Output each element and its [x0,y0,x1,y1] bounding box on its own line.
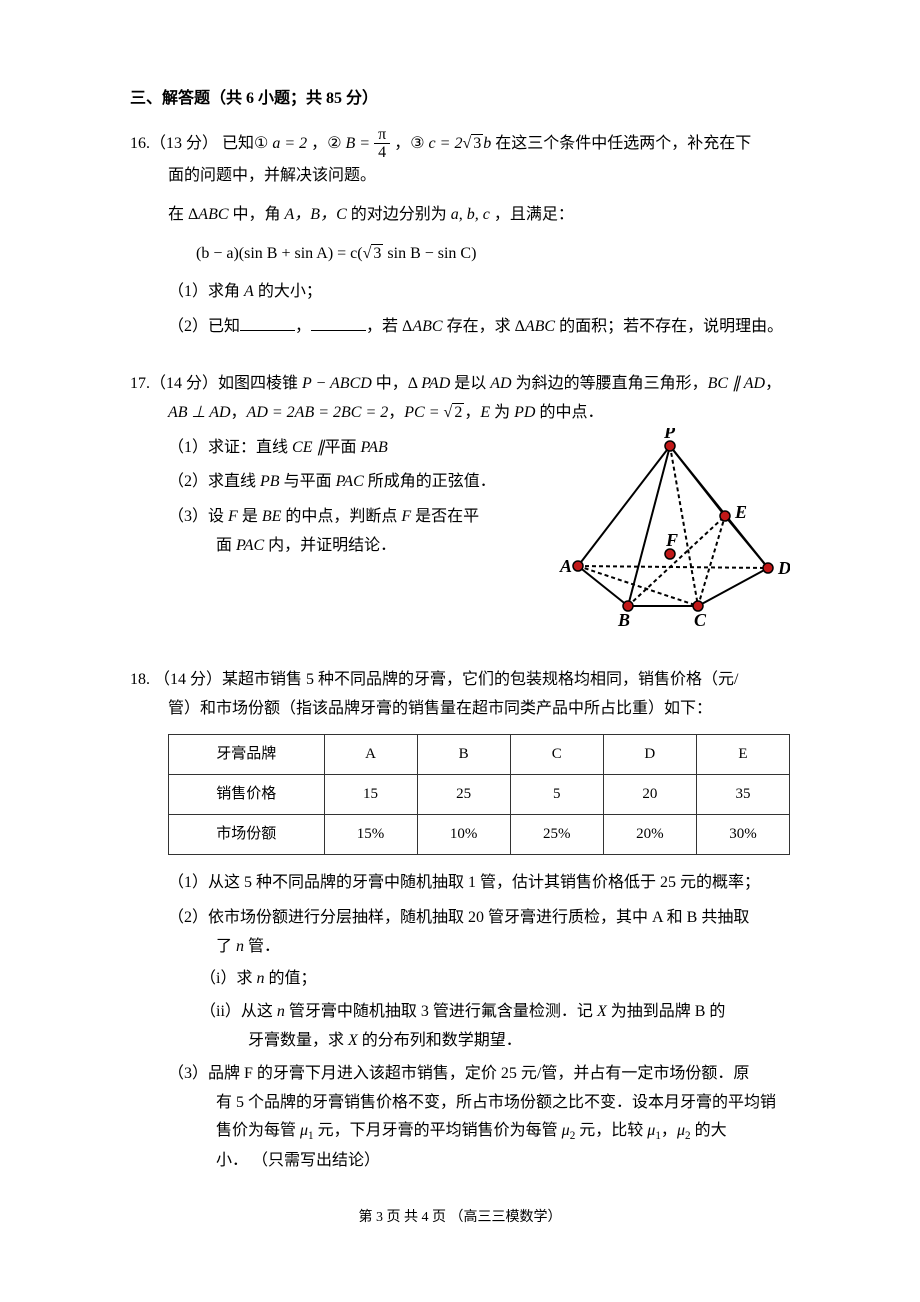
table-cell: 10% [417,814,510,854]
cond3-sqrt: 3 [462,130,483,159]
p18-number: 18. [130,671,150,688]
page-footer: 第 3 页 共 4 页 （高三三模数学） [130,1205,790,1230]
table-cell: 30% [696,814,789,854]
pc-sqrt: 2 [444,399,465,428]
p18-intro2: 管）和市场份额（指该品牌牙膏的销售量在超市同类产品中所占比重）如下： [168,695,790,724]
table-cell: 25% [510,814,603,854]
table-header: E [696,734,789,774]
p17-line2: AB ⊥ AD，AD = 2AB = 2BC = 2，PC = 2，E 为 PD… [168,399,790,428]
p18-q3-l2: 有 5 个品牌的牙膏销售价格不变，所占市场份额之比不变．设本月牙膏的平均销 [216,1089,790,1118]
p18-intro: 18. （14 分）某超市销售 5 种不同品牌的牙膏，它们的包装规格均相同，销售… [130,666,790,695]
p16-number: 16. [130,135,150,152]
cond3-label: ③ [410,135,424,152]
eq-sqrt: 3 [363,240,384,269]
cond2-lhs: B = [346,135,371,152]
blank-2 [311,315,366,331]
p16-equation: (b − a)(sin B + sin A) = c(3 sin B − sin… [196,240,790,269]
cond1-label: ① [254,135,268,152]
p18-points: （14 分） [154,671,222,688]
svg-text:P: P [663,428,676,442]
p18-q2ii: （ii）从这 n 管牙膏中随机抽取 3 管进行氟含量检测．记 X 为抽到品牌 B… [200,998,790,1027]
table-cell: 15% [324,814,417,854]
svg-text:C: C [694,610,707,628]
p16-q1: （1）求角 A 的大小； [168,278,790,307]
p16-points: （13 分） [150,135,218,152]
problem-17: 17.（14 分）如图四棱锥 P − ABCD 中，Δ PAD 是以 AD 为斜… [130,370,790,638]
p18-q3-l3: 售价为每管 μ1 元，下月牙膏的平均销售价为每管 μ2 元，比较 μ1，μ2 的… [216,1117,790,1146]
table-cell: 35 [696,774,789,814]
p17-q3-cont: 面 PAC 内，并证明结论． [216,532,540,561]
p18-q1: （1）从这 5 种不同品牌的牙膏中随机抽取 1 管，估计其销售价格低于 25 元… [168,869,790,898]
svg-text:A: A [559,556,572,576]
cond2-label: ② [327,135,341,152]
cond2-frac: π4 [374,126,390,162]
p17-q2: （2）求直线 PB 与平面 PAC 所成角的正弦值． [168,468,540,497]
p16-q2: （2）已知，，若 ΔABC 存在，求 ΔABC 的面积；若不存在，说明理由。 [168,313,790,342]
svg-text:B: B [617,610,630,628]
p16-intro-suffix: 在这三个条件中任选两个，补充在下 [491,135,751,152]
table-header: C [510,734,603,774]
table-header: B [417,734,510,774]
p18-q3: （3）品牌 F 的牙膏下月进入该超市销售，定价 25 元/管，并占有一定市场份额… [168,1060,790,1089]
table-header: 牙膏品牌 [169,734,325,774]
table-header: D [603,734,696,774]
toothpaste-table: 牙膏品牌ABCDE 销售价格152552035 市场份额15%10%25%20%30… [168,734,790,855]
blank-1 [240,315,295,331]
table-cell: 20% [603,814,696,854]
section-title: 三、解答题（共 6 小题；共 85 分） [130,85,790,114]
problem-18: 18. （14 分）某超市销售 5 种不同品牌的牙膏，它们的包装规格均相同，销售… [130,666,790,1175]
p18-q2-line2: 了 n 管． [216,933,790,962]
table-cell: 25 [417,774,510,814]
p18-q2ii-line2: 牙膏数量，求 X 的分布列和数学期望． [248,1027,790,1056]
cond1-eq: a = 2 [272,135,307,152]
cond3-lhs: c = 2 [429,135,463,152]
p16-triangle-line: 在 ΔABC 中，角 A，B，C 的对边分别为 a, b, c ，且满足： [168,201,790,230]
p18-q3-l4: 小． （只需写出结论） [216,1147,790,1176]
p17-number: 17. [130,375,150,392]
pyramid-diagram: P A B C D E F [550,428,790,639]
p16-intro: 16.（13 分） 已知① a = 2 ，② B = π4 ，③ c = 23b… [130,126,790,162]
p18-q2i: （i）求 n 的值； [200,965,790,994]
svg-text:E: E [734,502,747,522]
table-cell: 15 [324,774,417,814]
table-cell: 5 [510,774,603,814]
p17-intro: 17.（14 分）如图四棱锥 P − ABCD 中，Δ PAD 是以 AD 为斜… [130,370,790,399]
table-header: A [324,734,417,774]
p18-q2: （2）依市场份额进行分层抽样，随机抽取 20 管牙膏进行质检，其中 A 和 B … [168,904,790,933]
p16-intro-prefix: 已知 [218,135,254,152]
p16-intro-line2: 面的问题中，并解决该问题。 [168,162,790,191]
p17-q3: （3）设 F 是 BE 的中点，判断点 F 是否在平 [168,503,540,532]
svg-text:D: D [777,558,790,578]
table-cell: 20 [603,774,696,814]
p17-q1: （1）求证：直线 CE ∥平面 PAB [168,434,540,463]
problem-16: 16.（13 分） 已知① a = 2 ，② B = π4 ，③ c = 23b… [130,126,790,342]
table-row-label: 销售价格 [169,774,325,814]
p17-points: （14 分） [150,375,218,392]
table-row-label: 市场份额 [169,814,325,854]
svg-text:F: F [665,530,678,550]
